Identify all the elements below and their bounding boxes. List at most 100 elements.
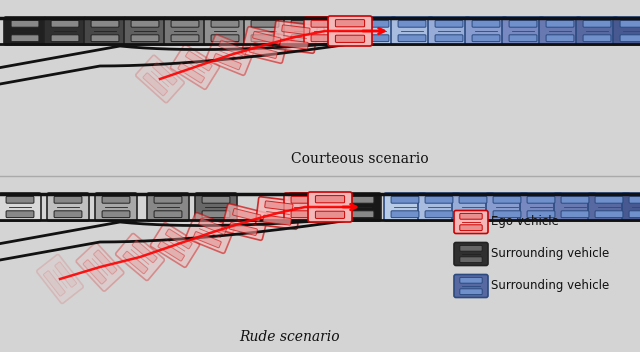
FancyBboxPatch shape xyxy=(84,17,126,45)
FancyBboxPatch shape xyxy=(452,193,494,221)
FancyBboxPatch shape xyxy=(102,196,130,203)
FancyBboxPatch shape xyxy=(211,35,239,42)
FancyBboxPatch shape xyxy=(93,250,117,274)
FancyBboxPatch shape xyxy=(520,193,562,221)
FancyBboxPatch shape xyxy=(546,35,574,42)
FancyBboxPatch shape xyxy=(244,17,286,45)
FancyBboxPatch shape xyxy=(131,35,159,42)
FancyBboxPatch shape xyxy=(428,17,470,45)
FancyBboxPatch shape xyxy=(296,196,324,203)
FancyBboxPatch shape xyxy=(324,17,366,45)
FancyBboxPatch shape xyxy=(154,196,182,203)
FancyBboxPatch shape xyxy=(171,20,199,27)
FancyBboxPatch shape xyxy=(335,20,365,27)
FancyBboxPatch shape xyxy=(116,233,164,281)
FancyBboxPatch shape xyxy=(242,27,289,63)
FancyBboxPatch shape xyxy=(229,222,257,235)
FancyBboxPatch shape xyxy=(265,201,293,211)
FancyBboxPatch shape xyxy=(460,289,482,295)
FancyBboxPatch shape xyxy=(546,20,574,27)
FancyBboxPatch shape xyxy=(232,208,261,221)
FancyBboxPatch shape xyxy=(44,17,86,45)
FancyBboxPatch shape xyxy=(44,271,65,296)
FancyBboxPatch shape xyxy=(472,35,500,42)
FancyBboxPatch shape xyxy=(454,275,488,297)
FancyBboxPatch shape xyxy=(346,211,374,218)
Text: Rude scenario: Rude scenario xyxy=(240,330,340,344)
Text: Ego vehicle: Ego vehicle xyxy=(491,215,559,228)
Text: Courteous scenario: Courteous scenario xyxy=(291,152,429,166)
FancyBboxPatch shape xyxy=(346,196,374,203)
FancyBboxPatch shape xyxy=(454,210,488,233)
FancyBboxPatch shape xyxy=(454,243,488,265)
FancyBboxPatch shape xyxy=(284,193,326,221)
FancyBboxPatch shape xyxy=(51,20,79,27)
FancyBboxPatch shape xyxy=(291,35,319,42)
FancyBboxPatch shape xyxy=(328,16,372,46)
FancyBboxPatch shape xyxy=(613,17,640,45)
FancyBboxPatch shape xyxy=(527,211,555,218)
FancyBboxPatch shape xyxy=(311,35,339,42)
FancyBboxPatch shape xyxy=(91,20,119,27)
FancyBboxPatch shape xyxy=(170,45,220,89)
FancyBboxPatch shape xyxy=(509,35,537,42)
FancyBboxPatch shape xyxy=(221,204,268,240)
FancyBboxPatch shape xyxy=(391,196,419,203)
FancyBboxPatch shape xyxy=(83,260,106,284)
FancyBboxPatch shape xyxy=(486,193,528,221)
FancyBboxPatch shape xyxy=(186,213,234,253)
FancyBboxPatch shape xyxy=(158,241,184,261)
FancyBboxPatch shape xyxy=(4,17,46,45)
FancyBboxPatch shape xyxy=(171,35,199,42)
FancyBboxPatch shape xyxy=(629,211,640,218)
FancyBboxPatch shape xyxy=(284,17,326,45)
FancyBboxPatch shape xyxy=(249,45,277,58)
FancyBboxPatch shape xyxy=(493,211,521,218)
FancyBboxPatch shape xyxy=(308,192,352,222)
FancyBboxPatch shape xyxy=(150,223,200,268)
FancyBboxPatch shape xyxy=(339,193,381,221)
FancyBboxPatch shape xyxy=(206,35,254,75)
FancyBboxPatch shape xyxy=(47,193,89,221)
FancyBboxPatch shape xyxy=(354,17,396,45)
FancyBboxPatch shape xyxy=(460,213,482,219)
FancyBboxPatch shape xyxy=(418,193,460,221)
FancyBboxPatch shape xyxy=(460,277,482,283)
FancyBboxPatch shape xyxy=(263,215,291,225)
FancyBboxPatch shape xyxy=(193,232,221,248)
FancyBboxPatch shape xyxy=(164,17,206,45)
FancyBboxPatch shape xyxy=(291,196,319,203)
FancyBboxPatch shape xyxy=(304,17,346,45)
FancyBboxPatch shape xyxy=(335,35,365,42)
FancyBboxPatch shape xyxy=(199,218,227,234)
FancyBboxPatch shape xyxy=(459,211,487,218)
FancyBboxPatch shape xyxy=(282,25,310,35)
FancyBboxPatch shape xyxy=(253,32,281,44)
FancyBboxPatch shape xyxy=(219,40,246,56)
FancyBboxPatch shape xyxy=(213,54,241,70)
FancyBboxPatch shape xyxy=(211,20,239,27)
FancyBboxPatch shape xyxy=(186,51,212,71)
FancyBboxPatch shape xyxy=(54,196,82,203)
FancyBboxPatch shape xyxy=(331,35,359,42)
FancyBboxPatch shape xyxy=(554,193,596,221)
FancyBboxPatch shape xyxy=(289,193,331,221)
FancyBboxPatch shape xyxy=(152,62,177,85)
FancyBboxPatch shape xyxy=(622,193,640,221)
FancyBboxPatch shape xyxy=(316,196,344,203)
FancyBboxPatch shape xyxy=(561,211,589,218)
FancyBboxPatch shape xyxy=(11,35,39,42)
FancyBboxPatch shape xyxy=(561,196,589,203)
FancyBboxPatch shape xyxy=(280,39,308,49)
FancyBboxPatch shape xyxy=(136,55,184,103)
FancyBboxPatch shape xyxy=(143,73,168,96)
FancyBboxPatch shape xyxy=(595,211,623,218)
FancyBboxPatch shape xyxy=(527,196,555,203)
FancyBboxPatch shape xyxy=(202,196,230,203)
FancyBboxPatch shape xyxy=(459,196,487,203)
FancyBboxPatch shape xyxy=(539,17,581,45)
FancyBboxPatch shape xyxy=(398,20,426,27)
FancyBboxPatch shape xyxy=(588,193,630,221)
FancyBboxPatch shape xyxy=(95,193,137,221)
FancyBboxPatch shape xyxy=(91,35,119,42)
